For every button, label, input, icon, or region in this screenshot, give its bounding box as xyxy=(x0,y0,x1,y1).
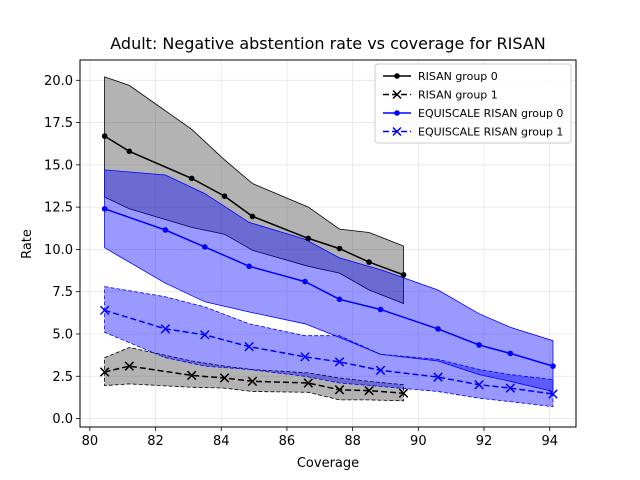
marker-stroke xyxy=(505,383,516,393)
chart-title: Adult: Negative abstention rate vs cover… xyxy=(110,34,545,53)
marker-series-2-point-4 xyxy=(302,278,308,285)
marker-series-3-point-4 xyxy=(300,352,310,362)
marker-series-1-point-5 xyxy=(303,378,314,388)
marker-stroke xyxy=(99,305,110,316)
y-tick-label-2: 5.0 xyxy=(52,327,73,342)
marker-series-1-point-7 xyxy=(364,385,374,396)
marker-series-0-point-8 xyxy=(400,271,407,278)
marker-stroke xyxy=(433,372,443,382)
marker-series-3-point-1 xyxy=(160,324,171,334)
marker-series-2-point-8 xyxy=(476,342,482,348)
x-tick-label-3: 86 xyxy=(279,434,296,449)
marker-series-1-point-2 xyxy=(186,370,197,381)
marker-series-1-point-8 xyxy=(398,388,409,398)
marker-series-3-point-2 xyxy=(200,330,210,340)
marker-series-2-point-9 xyxy=(507,350,514,357)
x-tick-label-1: 82 xyxy=(147,434,164,449)
marker-series-2-point-7 xyxy=(435,326,441,332)
legend-marker-3 xyxy=(392,126,402,137)
marker-stroke xyxy=(124,361,135,371)
legend-marker-0 xyxy=(394,73,400,79)
y-tick-label-1: 2.5 xyxy=(52,370,73,385)
y-axis-label: Rate xyxy=(20,229,35,259)
legend-marker-2 xyxy=(394,110,400,116)
legend-label-2: EQUISCALE RISAN group 0 xyxy=(418,107,563,120)
marker-stroke xyxy=(247,376,258,387)
x-tick-label-7: 94 xyxy=(541,434,558,449)
band-series-2 xyxy=(104,169,554,393)
marker-series-3-point-5 xyxy=(334,357,345,367)
marker-series-1-point-6 xyxy=(334,385,345,395)
y-tick-label-6: 15.0 xyxy=(44,158,73,173)
marker-stroke xyxy=(375,365,386,376)
y-tick-label-5: 12.5 xyxy=(44,201,73,216)
marker-series-0-point-6 xyxy=(336,245,343,252)
marker-series-3-point-8 xyxy=(474,379,484,390)
x-tick-label-6: 92 xyxy=(476,434,493,449)
marker-series-1-point-0 xyxy=(99,367,110,377)
marker-stroke xyxy=(160,324,171,334)
marker-stroke xyxy=(244,341,254,352)
marker-series-2-point-0 xyxy=(101,206,108,212)
marker-series-0-point-3 xyxy=(221,193,228,199)
marker-stroke xyxy=(99,367,110,377)
y-tick-label-4: 10.0 xyxy=(44,243,73,258)
marker-series-0-point-2 xyxy=(188,175,195,182)
y-tick-label-0: 0.0 xyxy=(52,412,73,427)
marker-stroke xyxy=(334,385,345,395)
marker-stroke xyxy=(219,373,230,383)
marker-stroke xyxy=(186,370,197,381)
legend-label-3: EQUISCALE RISAN group 1 xyxy=(418,126,563,139)
marker-series-3-point-10 xyxy=(548,389,558,399)
axes-frame xyxy=(79,59,577,428)
marker-stroke xyxy=(334,357,345,367)
marker-stroke xyxy=(200,330,210,340)
legend-marker-1 xyxy=(392,89,402,100)
marker-series-2-point-3 xyxy=(246,263,252,270)
marker-series-1-point-3 xyxy=(219,373,230,383)
line-series-3 xyxy=(104,309,554,395)
marker-series-2-point-2 xyxy=(202,244,208,250)
marker-series-1-point-4 xyxy=(247,376,258,387)
legend-label-0: RISAN group 0 xyxy=(418,70,498,83)
band-series-0 xyxy=(104,76,404,305)
legend-box xyxy=(374,63,572,144)
y-tick-label-8: 20.0 xyxy=(44,74,73,89)
marker-stroke xyxy=(300,352,310,362)
marker-series-0-point-1 xyxy=(126,148,133,155)
marker-stroke xyxy=(398,388,409,398)
x-tick-label-4: 88 xyxy=(344,434,361,449)
marker-series-0-point-4 xyxy=(249,213,256,220)
x-tick-label-2: 84 xyxy=(213,434,230,449)
marker-stroke xyxy=(303,378,314,388)
legend: RISAN group 0 RISAN group 1 EQUISCALE RISA… xyxy=(374,63,572,144)
band-series-3 xyxy=(104,286,554,408)
marker-series-2-point-6 xyxy=(377,306,384,313)
marker-stroke xyxy=(364,385,374,396)
x-axis-label: Coverage xyxy=(297,456,359,471)
marker-series-1-point-1 xyxy=(124,361,135,371)
marker-series-2-point-1 xyxy=(162,227,169,233)
marker-series-3-point-9 xyxy=(505,383,516,393)
marker-series-0-point-0 xyxy=(101,133,108,139)
marker-series-3-point-3 xyxy=(244,341,254,352)
marker-series-3-point-7 xyxy=(433,372,443,382)
x-tick-label-0: 80 xyxy=(82,434,99,449)
legend-label-1: RISAN group 1 xyxy=(418,89,498,102)
marker-stroke xyxy=(474,379,484,390)
marker-series-2-point-10 xyxy=(550,363,556,369)
x-tick-label-5: 90 xyxy=(410,434,427,449)
marker-series-2-point-5 xyxy=(336,296,343,303)
marker-series-3-point-6 xyxy=(375,365,386,376)
marker-stroke xyxy=(548,389,558,399)
marker-series-0-point-7 xyxy=(366,259,372,265)
marker-series-3-point-0 xyxy=(99,305,110,316)
plot-area: 80 82 84 86 88 90 92 94 0.0 2.5 5.0 7.5 10.0 12.5 15.0… xyxy=(44,59,577,449)
y-tick-label-7: 17.5 xyxy=(44,116,73,131)
marker-series-0-point-5 xyxy=(305,235,312,242)
y-tick-label-3: 7.5 xyxy=(52,285,73,300)
